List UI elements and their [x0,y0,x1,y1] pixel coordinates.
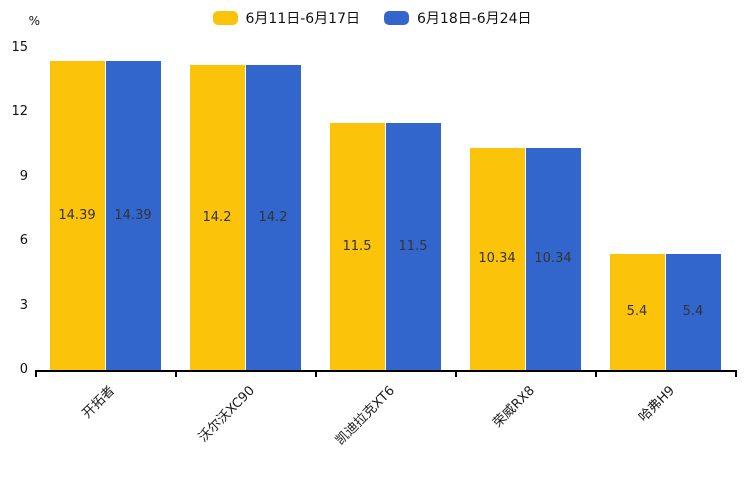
x-category-label: 荣威RX8 [490,383,538,431]
legend-label: 6月11日-6月17日 [245,11,361,27]
bar-value-label: 11.5 [342,238,372,254]
bar-series-1 [525,148,581,370]
bar-series-1 [665,254,721,370]
bar-series-0 [469,148,525,370]
x-axis-tick [315,372,317,377]
y-tick-label: 15 [11,40,28,55]
bar-value-label: 5.4 [626,304,648,320]
y-tick-label: 9 [19,168,28,184]
y-axis-unit-label: % [28,14,40,28]
y-tick-label: 0 [19,362,28,377]
bar-value-label: 14.2 [202,209,232,225]
legend-item-series-0[interactable]: 6月11日-6月17日 [212,8,361,28]
y-tick-label: 3 [19,297,28,313]
bar-series-1 [385,123,441,370]
bar-series-0 [49,61,105,370]
legend-item-series-1[interactable]: 6月18日-6月24日 [384,8,532,28]
bar-value-label: 14.2 [258,209,288,225]
bar-value-label: 5.4 [682,304,704,320]
bar-value-label: 14.39 [58,207,96,223]
x-axis-tick [35,372,37,377]
x-axis-line [35,370,737,372]
bar-value-label: 10.34 [534,251,572,267]
y-tick-label: 6 [19,233,28,249]
x-category-label: 沃尔沃XC90 [196,383,258,446]
x-axis-tick [595,372,597,377]
x-category-label: 凯迪拉克XT6 [332,383,398,449]
x-axis-tick [455,372,457,377]
bar-series-0 [609,254,665,370]
bar-value-label: 10.34 [478,251,516,267]
y-tick-label: 12 [11,104,28,120]
legend: 6月11日-6月17日 6月18日-6月24日 [0,8,744,28]
x-axis-tick [175,372,177,377]
bar-value-label: 11.5 [398,238,428,254]
bar-series-0 [189,65,245,370]
legend-label: 6月18日-6月24日 [417,11,532,27]
legend-swatch-blue [384,11,409,25]
legend-swatch-yellow [212,11,238,25]
bar-value-label: 14.39 [114,207,152,223]
x-category-label: 开拓者 [79,383,118,422]
x-axis-tick [735,372,737,377]
bar-series-0 [329,123,385,370]
x-category-label: 哈弗H9 [636,383,678,426]
bar-series-1 [245,65,301,370]
bar-series-1 [105,61,161,370]
